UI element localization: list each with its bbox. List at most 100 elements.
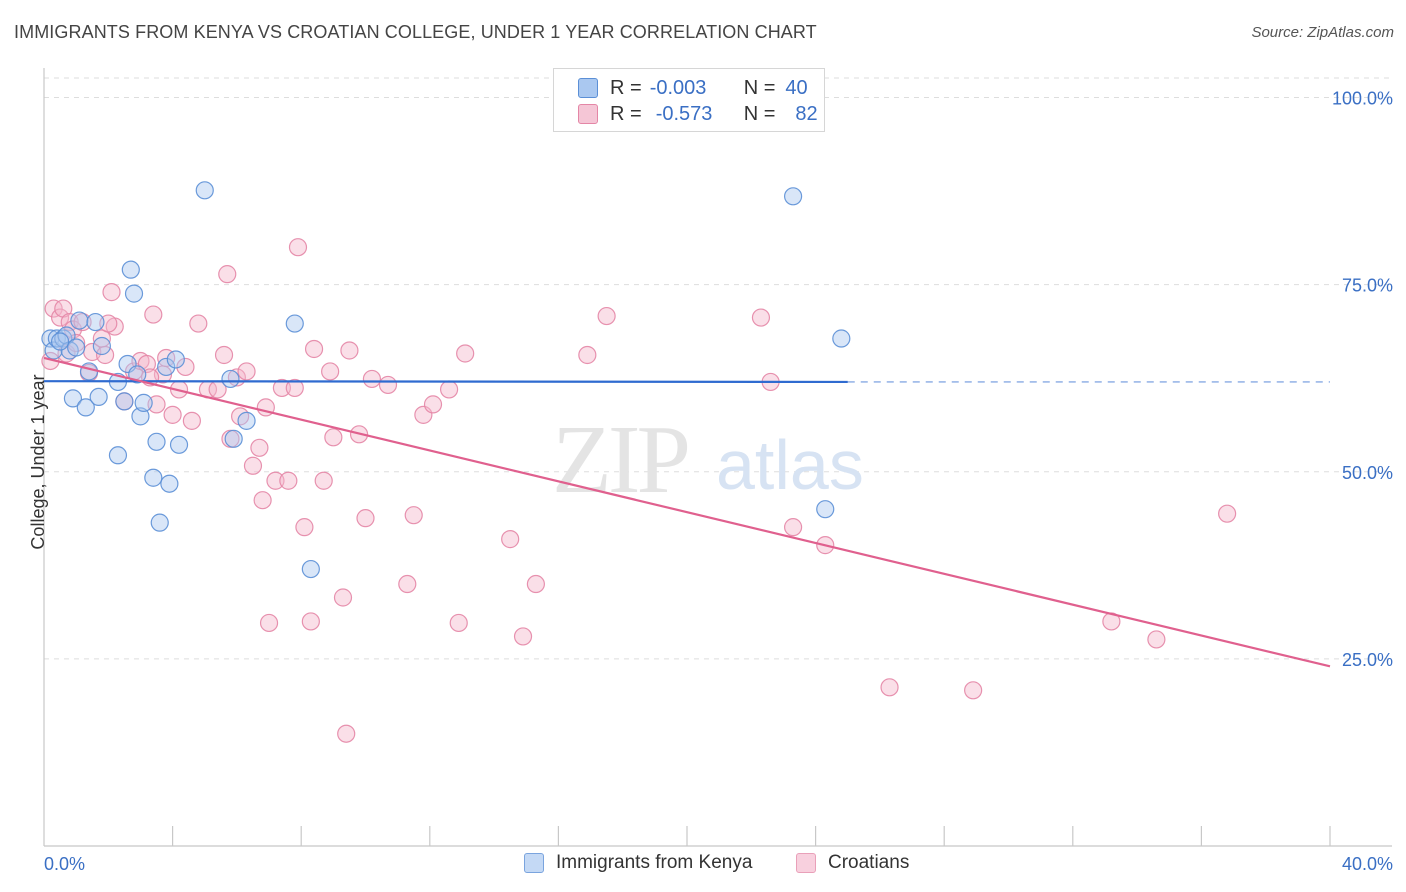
- trend-layer: [43, 356, 1331, 668]
- kenya-point: [76, 398, 95, 417]
- kenya-point: [147, 432, 166, 451]
- x-tick-label-max: 40.0%: [1342, 854, 1393, 874]
- legend-item-croatians[interactable]: Croatians: [796, 852, 909, 874]
- croatian-point: [378, 375, 398, 395]
- croatian-point: [337, 724, 356, 743]
- croatian-point: [333, 588, 353, 607]
- kenya-point: [166, 350, 185, 369]
- croatian-point: [362, 369, 382, 389]
- watermark: ZIP atlas: [552, 406, 864, 514]
- kenya-point: [79, 362, 99, 381]
- kenya-point: [157, 357, 176, 377]
- kenya-point: [160, 474, 179, 493]
- croatian-point: [279, 471, 298, 490]
- croatian-point: [243, 456, 263, 475]
- croatian-point: [449, 613, 468, 633]
- tick-labels: 25.0% 50.0% 75.0% 100.0% 0.0% 40.0%: [44, 89, 1393, 875]
- croatian-point: [218, 265, 237, 284]
- croatian-point: [1218, 504, 1237, 523]
- croatian-point: [398, 574, 417, 594]
- kenya-point: [169, 435, 189, 454]
- croatian-point: [189, 314, 208, 333]
- legend-label-kenya: Immigrants from Kenya: [556, 852, 753, 873]
- croatian-point: [439, 380, 459, 399]
- croatian-trend-line: [43, 356, 1331, 668]
- y-tick-label: 25.0%: [1342, 650, 1393, 670]
- croatian-swatch: [796, 853, 816, 873]
- croatian-point: [253, 491, 272, 510]
- correlation-legend: R = -0.003 N = 40 R = -0.573 N = 82: [553, 68, 825, 132]
- croatian-point: [321, 362, 340, 381]
- kenya-point: [150, 513, 169, 532]
- croatian-point: [163, 405, 182, 424]
- croatian-point: [301, 612, 320, 631]
- kenya-point: [195, 181, 214, 200]
- kenya-point: [124, 284, 144, 303]
- kenya-point: [131, 407, 150, 426]
- kenya-point: [832, 329, 851, 348]
- kenya-trend-line: [43, 380, 848, 384]
- croatian-point: [44, 299, 63, 318]
- kenya-point: [816, 500, 835, 519]
- croatian-point: [501, 530, 520, 549]
- source-credit: Source: ZipAtlas.com: [1251, 24, 1394, 41]
- kenya-point: [134, 393, 153, 412]
- croatian-point: [288, 238, 308, 257]
- croatian-point: [295, 518, 314, 537]
- croatian-point: [404, 506, 423, 525]
- croatian-point: [314, 471, 333, 490]
- watermark-zip: ZIP: [552, 406, 687, 514]
- kenya-point: [92, 336, 111, 356]
- kenya-point: [221, 369, 240, 389]
- croatian-point: [237, 362, 256, 381]
- croatian-point: [751, 308, 771, 327]
- legend-label-croatians: Croatians: [828, 852, 910, 873]
- kenya-point: [67, 338, 86, 357]
- kenya-point: [86, 312, 105, 332]
- legend-row-croatians: R = -0.573 N = 82: [578, 101, 818, 127]
- legend-item-kenya[interactable]: Immigrants from Kenya: [524, 852, 752, 874]
- kenya-point: [44, 341, 63, 360]
- kenya-point: [50, 332, 70, 351]
- kenya-point: [89, 387, 108, 406]
- croatian-point: [456, 344, 475, 363]
- kenya-point: [783, 187, 803, 206]
- r-value: -0.003: [649, 76, 707, 99]
- croatian-point: [578, 345, 597, 365]
- y-tick-label: 50.0%: [1342, 463, 1393, 483]
- kenya-swatch: [578, 78, 598, 98]
- r-value: -0.573: [655, 102, 713, 125]
- chart-title: IMMIGRANTS FROM KENYA VS CROATIAN COLLEG…: [14, 22, 817, 42]
- y-axis-label: College, Under 1 year: [28, 374, 48, 550]
- croatian-point: [597, 306, 616, 326]
- series-legend: Immigrants from Kenya Croatians: [0, 852, 1406, 878]
- kenya-point: [301, 559, 320, 579]
- y-tick-label: 100.0%: [1332, 89, 1393, 109]
- n-label: N =: [743, 76, 776, 99]
- x-tick-label-min: 0.0%: [44, 854, 85, 874]
- croatian-point: [964, 681, 983, 700]
- y-tick-label: 75.0%: [1342, 276, 1393, 296]
- croatian-swatch: [578, 104, 598, 124]
- croatian-point: [880, 678, 899, 697]
- legend-row-kenya: R = -0.003 N = 40: [578, 75, 808, 101]
- n-value: 82: [795, 102, 818, 125]
- croatian-point: [285, 378, 304, 398]
- croatian-point: [102, 283, 121, 302]
- croatian-point: [356, 509, 375, 528]
- croatian-point: [340, 341, 359, 360]
- croatian-point: [783, 518, 803, 537]
- kenya-point: [70, 311, 89, 330]
- croatian-point: [176, 357, 195, 377]
- kenya-swatch: [524, 853, 544, 873]
- points-layer: [41, 181, 1237, 743]
- watermark-atlas: atlas: [716, 426, 864, 504]
- n-value: 40: [785, 76, 808, 99]
- r-label: R =: [610, 76, 642, 99]
- croatian-point: [266, 471, 285, 490]
- croatian-point: [144, 305, 163, 324]
- kenya-point: [115, 392, 134, 411]
- kenya-point: [108, 446, 128, 465]
- croatian-point: [182, 411, 201, 430]
